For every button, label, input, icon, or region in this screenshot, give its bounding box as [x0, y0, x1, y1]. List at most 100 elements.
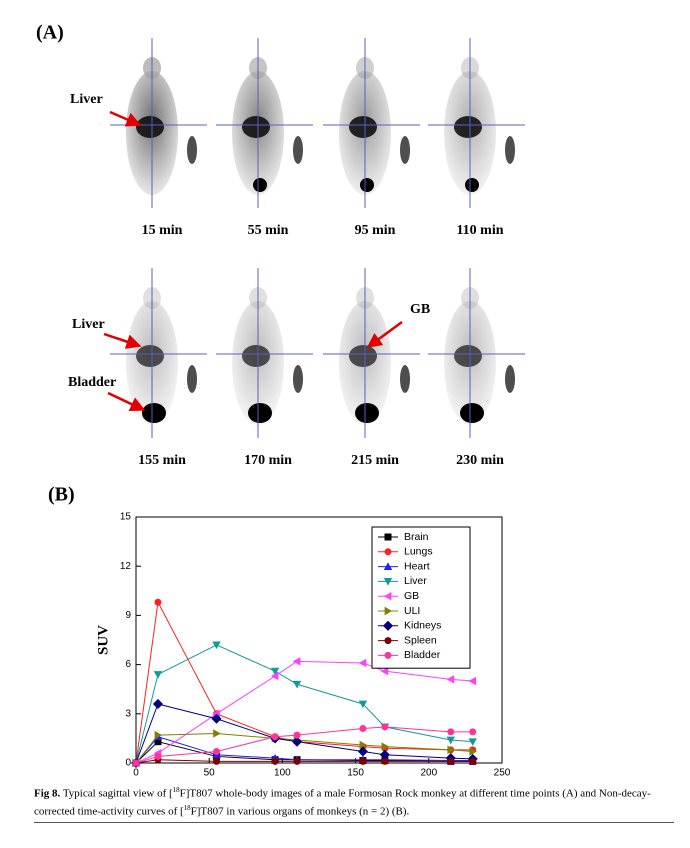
marker — [383, 578, 393, 586]
series-line — [135, 732, 473, 764]
rule — [34, 822, 674, 823]
arm — [505, 136, 515, 164]
legend-label: Liver — [404, 575, 427, 587]
marker — [384, 637, 392, 645]
annotation-arrow — [366, 320, 403, 349]
time-label: 230 min — [456, 453, 504, 468]
marker — [357, 746, 368, 757]
bladder-uptake — [360, 178, 374, 192]
y-tick-label: 6 — [125, 659, 131, 670]
annotation-arrow — [107, 391, 146, 412]
time-label: 215 min — [351, 453, 399, 468]
time-label: 55 min — [248, 223, 289, 238]
caption-label: Fig 8. — [34, 787, 61, 800]
panel-label: (B) — [48, 484, 75, 506]
x-tick-label: 250 — [494, 768, 511, 779]
pet-image — [323, 38, 420, 208]
y-tick-label: 3 — [125, 708, 131, 719]
bladder-uptake — [248, 403, 272, 423]
marker — [446, 675, 455, 684]
marker — [213, 757, 221, 765]
legend-label: ULI — [404, 605, 420, 617]
pet-image — [216, 38, 313, 208]
marker — [447, 728, 455, 736]
x-tick-label: 0 — [133, 768, 139, 779]
y-tick-label: 9 — [125, 610, 131, 621]
liver-uptake — [349, 116, 377, 138]
time-label: 15 min — [142, 223, 183, 238]
marker — [384, 548, 392, 556]
caption-text: F]T807 in various organs of monkeys (n =… — [190, 805, 410, 818]
marker — [154, 730, 163, 740]
liver-uptake — [242, 116, 270, 138]
bladder-uptake — [253, 178, 267, 192]
x-tick-label: 50 — [204, 768, 216, 779]
y-axis-label: SUV — [95, 625, 111, 655]
liver-uptake — [454, 116, 482, 138]
annotation: Liver — [72, 317, 105, 332]
arm — [400, 365, 410, 393]
marker — [384, 651, 392, 659]
x-tick-label: 200 — [420, 768, 437, 779]
y-tick-label: 12 — [120, 561, 132, 572]
marker — [212, 641, 221, 650]
marker — [154, 738, 162, 746]
annotation-arrow — [109, 110, 142, 127]
marker — [383, 592, 392, 601]
marker — [292, 736, 303, 747]
marker — [447, 745, 455, 755]
time-label: 170 min — [244, 453, 292, 468]
marker — [213, 729, 221, 738]
liver-uptake — [136, 345, 164, 367]
legend-label: Kidneys — [404, 620, 441, 632]
marker — [469, 757, 477, 765]
bladder-uptake — [142, 403, 166, 423]
marker — [469, 747, 477, 756]
arm — [293, 365, 303, 393]
marker — [358, 658, 367, 668]
marker — [380, 666, 389, 676]
marker — [132, 759, 140, 767]
pet-image — [110, 268, 207, 438]
legend-label: GB — [404, 590, 419, 602]
annotation: GB — [410, 302, 430, 317]
x-tick-label: 100 — [274, 768, 291, 779]
marker — [154, 752, 162, 760]
marker — [213, 748, 221, 756]
marker — [153, 671, 163, 679]
liver-uptake — [349, 345, 377, 367]
pet-image — [428, 38, 525, 208]
marker — [270, 667, 280, 676]
y-tick-label: 0 — [125, 758, 131, 769]
arm — [187, 365, 197, 393]
caption-superscript: 18 — [183, 803, 191, 812]
marker — [293, 757, 301, 765]
marker — [154, 598, 162, 606]
arm — [293, 136, 303, 164]
marker — [271, 757, 279, 765]
time-label: 95 min — [355, 223, 396, 238]
marker — [292, 680, 302, 689]
marker — [468, 676, 477, 686]
annotation: Bladder — [68, 375, 116, 390]
annotation-arrow — [103, 332, 142, 349]
legend-label: Heart — [404, 560, 430, 572]
pet-image — [216, 268, 313, 438]
legend-label: Spleen — [404, 634, 437, 646]
panel-label: (A) — [36, 22, 64, 44]
pet-image — [428, 268, 525, 438]
marker — [384, 533, 392, 541]
pet-image — [323, 268, 420, 438]
liver-uptake — [454, 345, 482, 367]
caption-text: Typical sagittal view of [ — [62, 787, 173, 800]
liver-uptake — [136, 116, 164, 138]
liver-uptake — [242, 345, 270, 367]
marker — [270, 671, 279, 681]
marker — [447, 757, 455, 765]
marker — [446, 736, 455, 745]
legend-label: Lungs — [404, 546, 433, 558]
marker — [359, 725, 367, 733]
bladder-uptake — [460, 403, 484, 423]
caption-superscript: 18 — [172, 786, 180, 794]
